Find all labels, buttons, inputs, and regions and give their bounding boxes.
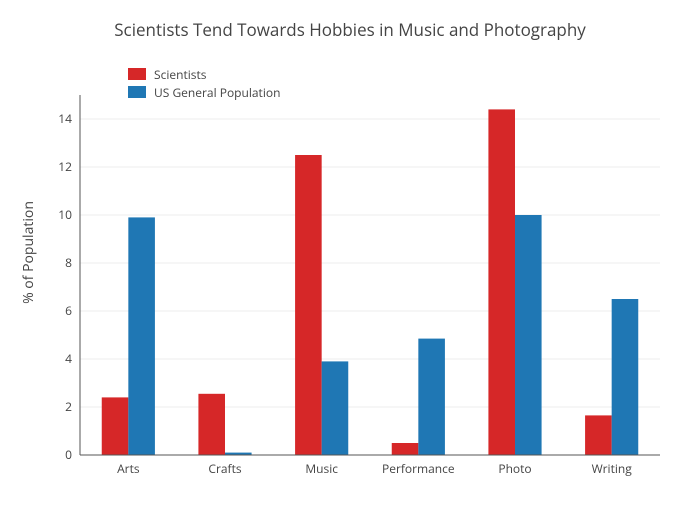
y-tick-label: 14	[58, 110, 72, 127]
bar	[392, 443, 419, 455]
y-tick-label: 0	[65, 446, 72, 463]
bar	[515, 215, 542, 455]
y-tick-label: 8	[65, 254, 72, 271]
plot-area: 02468101214ArtsCraftsMusicPerformancePho…	[80, 95, 660, 455]
bar	[102, 397, 129, 455]
x-tick-label: Arts	[117, 460, 140, 477]
bar	[198, 394, 225, 455]
legend-item: Scientists	[128, 66, 280, 82]
legend-swatch-icon	[128, 68, 146, 80]
x-tick-label: Writing	[592, 460, 633, 477]
y-axis-label: % of Population	[19, 201, 38, 304]
y-tick-label: 6	[65, 302, 72, 319]
bar	[612, 299, 639, 455]
chart-container: Scientists Tend Towards Hobbies in Music…	[0, 0, 700, 505]
x-tick-label: Photo	[498, 460, 531, 477]
y-axis-label-container: % of Population	[18, 0, 38, 505]
bar	[295, 155, 322, 455]
bar	[488, 109, 515, 455]
chart-title: Scientists Tend Towards Hobbies in Music…	[0, 18, 700, 41]
bar	[128, 217, 155, 455]
y-tick-label: 4	[65, 350, 72, 367]
y-tick-label: 12	[58, 158, 72, 175]
x-tick-label: Performance	[382, 460, 455, 477]
x-tick-label: Crafts	[208, 460, 241, 477]
x-tick-label: Music	[305, 460, 338, 477]
bar	[322, 361, 349, 455]
bar	[418, 339, 445, 455]
bar	[585, 415, 612, 455]
legend-label: Scientists	[154, 66, 206, 83]
y-tick-label: 10	[58, 206, 72, 223]
y-tick-label: 2	[65, 398, 72, 415]
